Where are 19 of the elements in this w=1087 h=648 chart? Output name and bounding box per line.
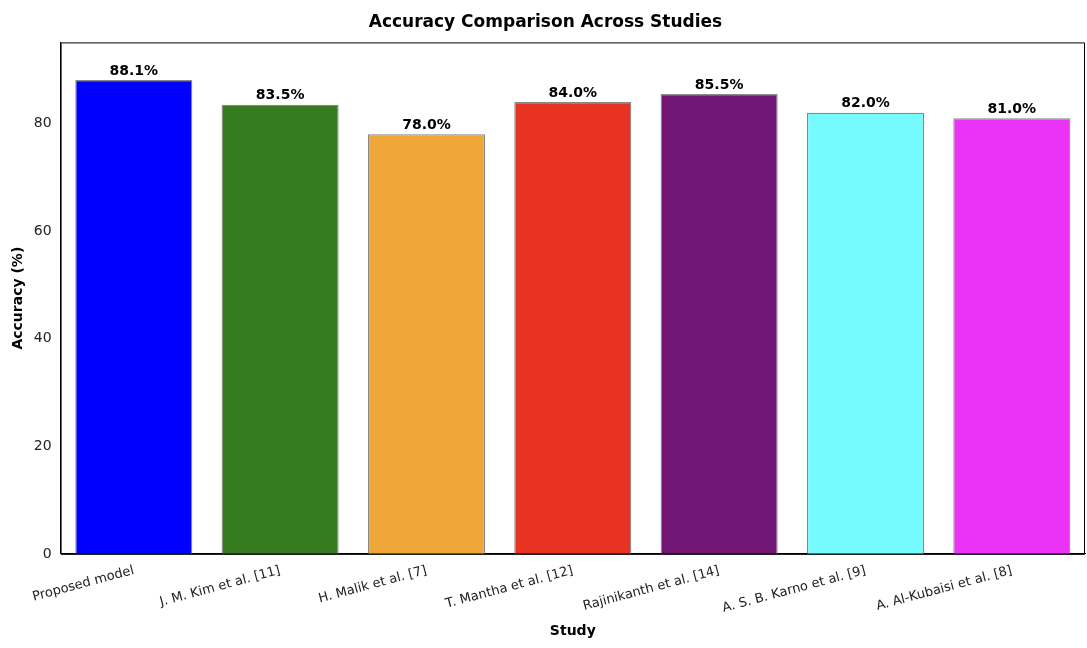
x-tick-label: H. Malik et al. [7] [316, 562, 429, 606]
x-axis-title: Study [549, 622, 596, 639]
y-axis-title: Accuracy (%) [9, 246, 26, 350]
data-label: 85.5% [694, 75, 744, 92]
data-label: 83.5% [255, 86, 305, 103]
data-label: 84.0% [548, 83, 598, 100]
data-label: 81.0% [987, 99, 1037, 116]
data-label: 82.0% [841, 94, 890, 111]
y-tick-label: 40 [33, 329, 52, 346]
x-tick-label: J. M. Kim et al. [11] [156, 562, 282, 609]
data-label: 78.0% [402, 116, 451, 133]
x-tick-label: T. Mantha et al. [12] [442, 562, 575, 611]
y-tick-label: 60 [33, 221, 52, 238]
y-tick-label: 0 [42, 544, 52, 561]
y-tick-label: 20 [33, 436, 52, 453]
x-tick-label: A. S. B. Karno et al. [9] [720, 562, 868, 615]
data-label: 88.1% [109, 61, 159, 78]
chart-title: Accuracy Comparison Across Studies [368, 10, 723, 31]
y-tick-label: 80 [33, 114, 52, 131]
